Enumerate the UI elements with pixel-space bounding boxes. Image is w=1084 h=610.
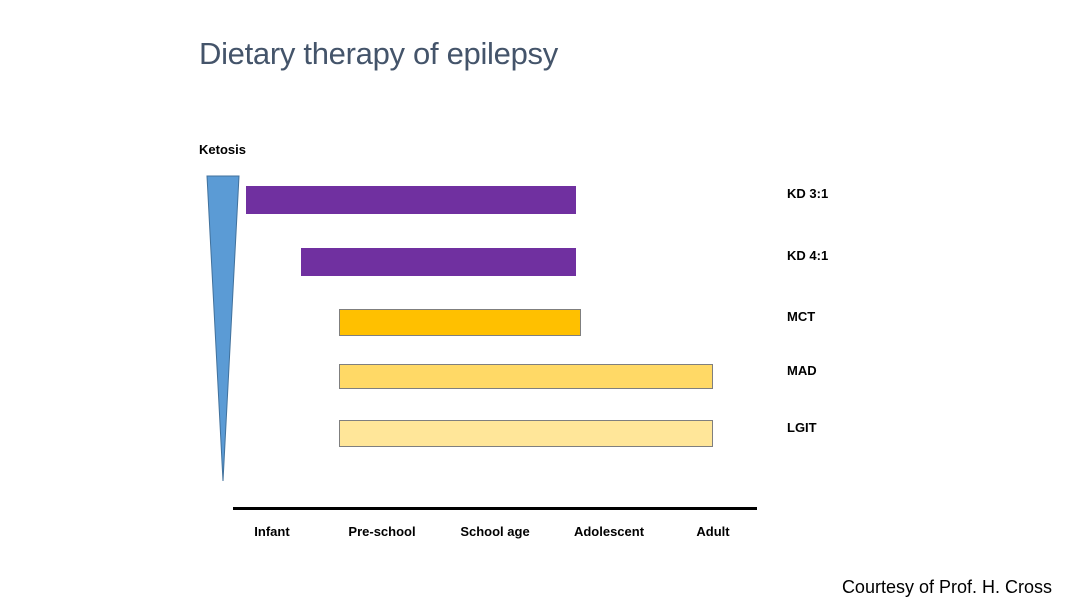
bar-label: KD 4:1 xyxy=(787,248,829,263)
bar-label: LGIT xyxy=(787,419,817,435)
age-tick-label: Pre-school xyxy=(348,524,416,539)
ketosis-label: Ketosis xyxy=(199,142,246,157)
age-tick-label: Adult xyxy=(696,524,730,539)
bar-kd-4-1 xyxy=(300,248,576,276)
bar-label: MCT xyxy=(787,308,816,324)
bar-kd-3-1 xyxy=(245,186,576,214)
age-axis-line xyxy=(233,507,757,510)
ketosis-gradient-triangle xyxy=(206,175,240,482)
slide-title: Dietary therapy of epilepsy xyxy=(199,36,558,71)
age-tick-label: Infant xyxy=(254,524,290,539)
bar-mad xyxy=(339,364,713,389)
bar-label: KD 3:1 xyxy=(787,186,829,201)
bar-mct xyxy=(339,309,581,336)
age-tick-label: Adolescent xyxy=(573,524,645,539)
credit-text: Courtesy of Prof. H. Cross xyxy=(841,577,1052,597)
bar-lgit xyxy=(339,420,713,447)
bar-label: MAD xyxy=(787,362,817,378)
age-tick-label: School age xyxy=(460,524,530,539)
